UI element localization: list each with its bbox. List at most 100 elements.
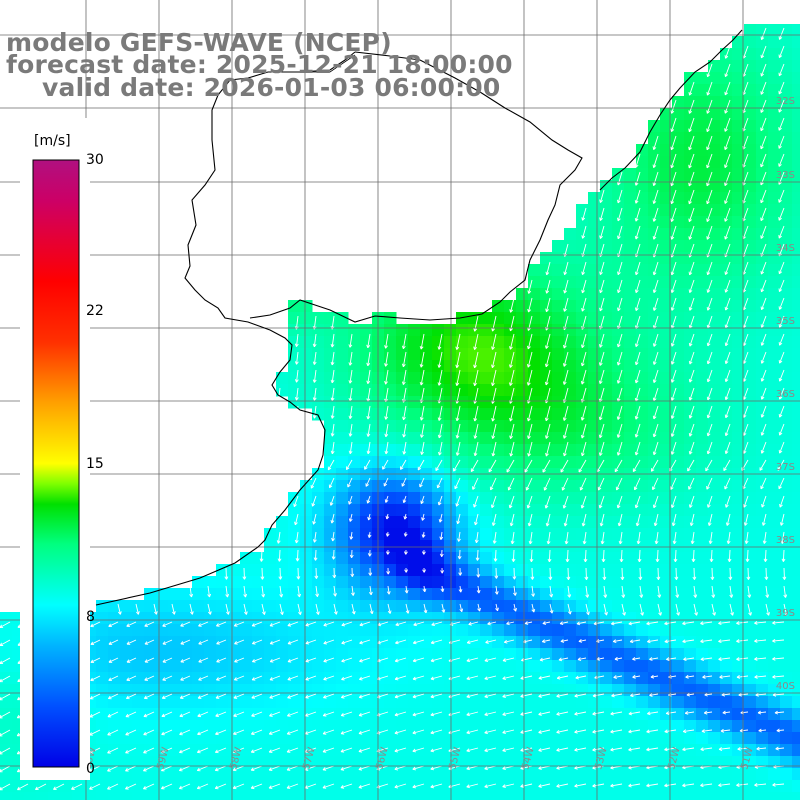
wind-arrow xyxy=(760,315,767,328)
wind-arrow xyxy=(269,693,281,699)
wind-arrow xyxy=(359,675,371,681)
wind-arrow xyxy=(234,639,245,645)
wind-arrow xyxy=(269,711,281,717)
wind-arrow xyxy=(614,459,623,473)
wind-arrow xyxy=(691,549,696,562)
wind-arrow xyxy=(404,585,409,594)
wind-arrow xyxy=(574,729,587,734)
wind-arrow xyxy=(251,675,263,681)
wind-arrow xyxy=(0,729,11,737)
colorbar-ramp xyxy=(32,159,80,768)
wind-arrow xyxy=(670,135,677,151)
wind-arrow xyxy=(723,459,731,472)
wind-arrow xyxy=(233,621,245,627)
wind-arrow xyxy=(348,513,353,522)
wind-arrow xyxy=(315,585,320,597)
wind-arrow xyxy=(778,405,785,418)
wind-arrow xyxy=(251,711,263,717)
wind-arrow xyxy=(774,710,785,715)
wind-arrow xyxy=(724,225,731,240)
wind-arrow xyxy=(323,639,335,645)
wind-arrow xyxy=(650,674,659,679)
wind-arrow xyxy=(688,351,695,365)
wind-arrow xyxy=(628,747,641,752)
wind-arrow xyxy=(763,549,768,562)
wind-arrow xyxy=(579,477,587,491)
wind-arrow xyxy=(772,782,785,787)
wind-arrow xyxy=(639,603,644,616)
wind-arrow xyxy=(688,387,695,401)
wind-arrow xyxy=(688,99,695,114)
wind-arrow xyxy=(404,567,409,573)
wind-arrow xyxy=(670,441,677,455)
wind-arrow xyxy=(693,585,698,598)
wind-arrow xyxy=(688,405,695,419)
wind-arrow xyxy=(778,387,785,400)
wind-arrow xyxy=(365,477,371,487)
wind-arrow xyxy=(652,351,659,365)
wind-arrow xyxy=(724,99,731,114)
wind-arrow xyxy=(384,351,389,367)
wind-arrow xyxy=(507,477,515,491)
wind-arrow xyxy=(652,387,659,402)
wind-arrow xyxy=(610,783,623,788)
wind-arrow xyxy=(384,405,389,420)
wind-arrow xyxy=(287,639,299,645)
wind-arrow xyxy=(382,459,389,470)
wind-arrow xyxy=(340,783,353,789)
wind-arrow xyxy=(417,459,425,471)
wind-arrow xyxy=(634,333,641,348)
wind-arrow xyxy=(646,783,659,788)
wind-arrow xyxy=(437,405,443,421)
coastline xyxy=(95,29,743,606)
wind-arrow xyxy=(729,603,734,616)
wind-arrow xyxy=(0,621,11,628)
wind-arrow xyxy=(162,657,173,663)
wind-arrow xyxy=(548,567,553,580)
wind-arrow xyxy=(634,153,641,168)
wind-arrow xyxy=(670,387,677,401)
wind-arrow xyxy=(721,692,731,697)
wind-arrow xyxy=(628,729,641,734)
wind-arrow xyxy=(665,711,677,716)
wind-arrow xyxy=(688,279,695,293)
wind-arrow xyxy=(454,477,461,490)
wind-arrow xyxy=(617,225,623,240)
wind-arrow xyxy=(634,423,641,438)
wind-arrow xyxy=(675,603,680,616)
wind-arrow xyxy=(726,531,731,544)
wind-arrow xyxy=(268,783,281,789)
wind-arrow xyxy=(179,711,191,718)
wind-arrow xyxy=(312,531,317,543)
wind-arrow xyxy=(349,549,354,559)
wind-arrow xyxy=(706,117,713,133)
wind-arrow xyxy=(287,711,299,717)
wind-arrow xyxy=(107,765,119,772)
wind-arrow xyxy=(701,729,713,733)
wind-speed-field xyxy=(0,24,800,800)
wind-arrow xyxy=(330,387,335,401)
wind-arrow xyxy=(350,567,355,577)
wind-arrow xyxy=(466,765,479,771)
wind-arrow xyxy=(0,639,11,646)
coastline-brazil xyxy=(599,29,743,191)
wind-arrow xyxy=(268,729,281,735)
wind-arrow xyxy=(628,783,641,788)
wind-arrow xyxy=(688,81,695,96)
wind-arrow xyxy=(125,729,137,736)
wind-arrow xyxy=(89,783,101,790)
wind-arrow xyxy=(556,747,569,752)
wind-arrow xyxy=(349,531,354,540)
wind-arrow xyxy=(538,783,551,788)
wind-arrow xyxy=(524,621,533,625)
wind-arrow xyxy=(562,405,569,421)
wind-arrow xyxy=(431,621,443,627)
wind-arrow xyxy=(563,513,569,527)
wind-arrow xyxy=(196,783,209,790)
wind-arrow xyxy=(634,279,641,294)
wind-arrow xyxy=(633,477,641,491)
wind-arrow xyxy=(215,711,227,718)
wind-arrow xyxy=(541,639,551,644)
wind-arrow xyxy=(107,729,119,736)
wind-arrow xyxy=(670,297,677,311)
